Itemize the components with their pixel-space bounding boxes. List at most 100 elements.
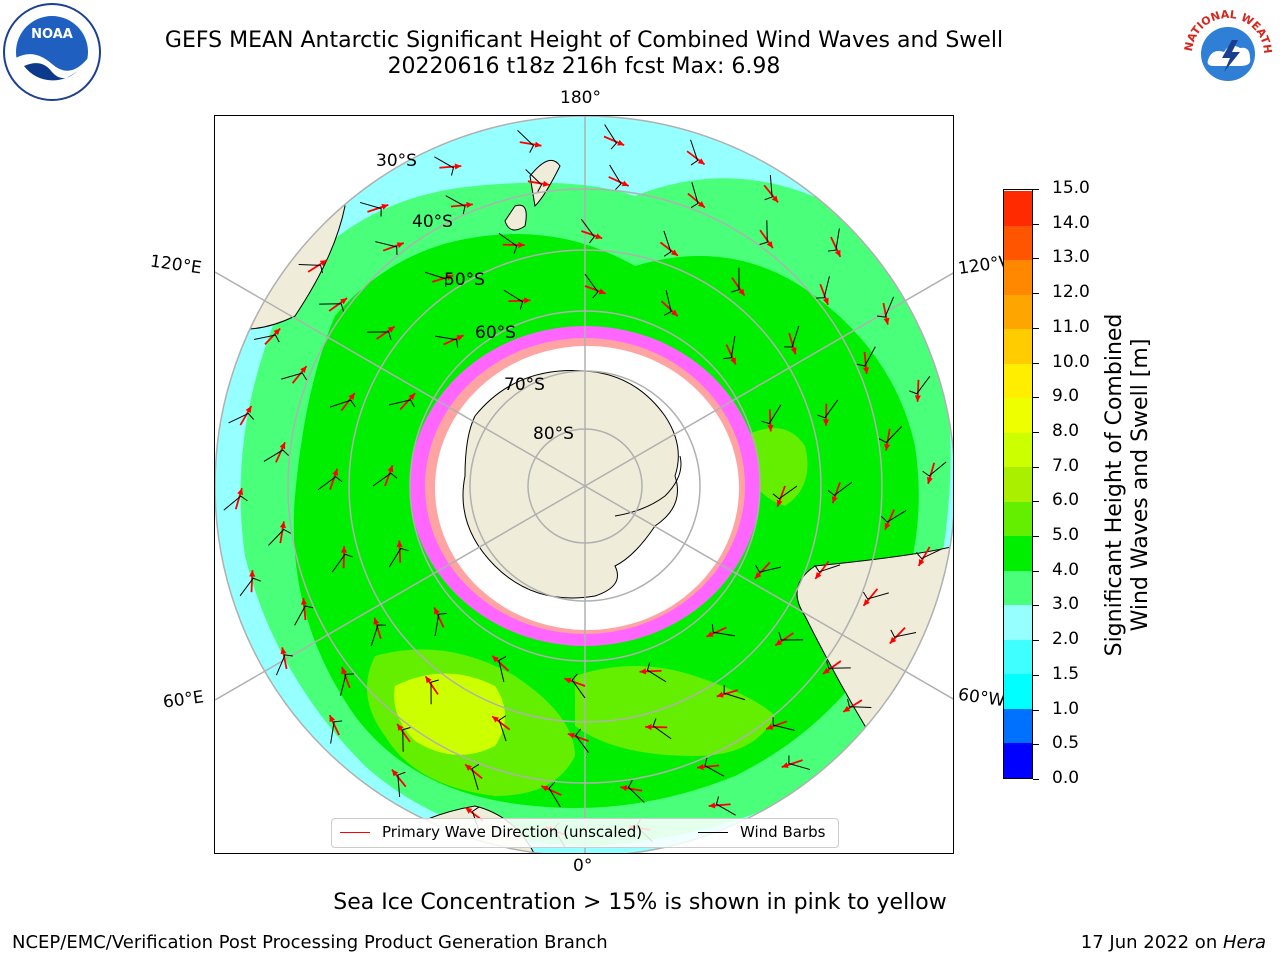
wave-direction-arrow	[491, 715, 511, 731]
colorbar-segment	[1004, 639, 1032, 675]
colorbar-tick	[1033, 709, 1039, 711]
colorbar-segment	[1004, 259, 1032, 295]
wind-barb	[711, 624, 735, 637]
wave-direction-arrow	[882, 302, 890, 325]
wind-barb	[890, 629, 917, 638]
wave-direction-arrow	[275, 441, 286, 463]
wave-direction-arrow	[914, 379, 921, 402]
wave-direction-arrow	[776, 485, 786, 507]
polar-map	[214, 115, 954, 854]
wave-direction-arrow	[373, 617, 382, 640]
wave-direction-arrow	[450, 201, 473, 208]
wave-direction-arrow	[659, 241, 679, 257]
wind-barb	[435, 335, 459, 348]
wind-barb	[268, 528, 292, 546]
wave-direction-arrow	[830, 236, 842, 258]
wind-barb	[604, 124, 618, 150]
wind-barb	[881, 510, 907, 523]
wind-barb	[856, 346, 876, 367]
colorbar-segment	[1004, 328, 1032, 364]
colorbar-title: Significant Height of Combined Wind Wave…	[1102, 314, 1154, 657]
wave-direction-arrow	[384, 465, 394, 487]
wind-barb	[498, 715, 507, 742]
wave-direction-arrow	[328, 297, 348, 312]
colorbar-tick-label: 1.5	[1052, 663, 1080, 684]
colorbar-segment	[1004, 673, 1032, 709]
new-zealand-landmass	[504, 159, 561, 231]
antarctica-landmass	[462, 370, 679, 599]
wind-barb	[424, 271, 447, 287]
colorbar-tick	[1033, 605, 1039, 607]
colorbar-tick-label: 11.0	[1052, 316, 1090, 337]
wind-barb	[330, 720, 343, 744]
wave-direction-arrow	[443, 334, 464, 346]
wind-barb	[281, 372, 307, 381]
wind-barb	[731, 267, 740, 293]
wave-direction-arrow	[686, 150, 706, 166]
wind-barb	[909, 375, 931, 395]
wind-barb	[827, 228, 840, 252]
wave-direction-arrow	[508, 297, 531, 304]
wave-direction-arrow	[249, 570, 256, 593]
wave-direction-arrow	[264, 327, 281, 345]
wind-barb	[663, 290, 672, 316]
wind-barb	[571, 673, 586, 699]
lon-label-180: 180°	[560, 88, 601, 108]
wind-barb	[239, 577, 261, 597]
wind-barb	[370, 624, 386, 647]
colorbar-segment	[1004, 535, 1032, 571]
wave-direction-arrow	[540, 785, 562, 796]
wave-direction-arrow	[763, 184, 779, 203]
wind-barb	[784, 325, 800, 348]
vector-overlay	[223, 124, 947, 848]
wave-direction-arrow	[926, 462, 936, 485]
wave-direction-arrow	[645, 723, 668, 731]
wind-barb	[329, 399, 356, 408]
wind-barb-legend-line	[698, 832, 728, 833]
wind-barb	[525, 169, 543, 193]
wind-barb	[755, 564, 781, 573]
wind-barb	[915, 548, 942, 560]
wave-direction-arrow	[620, 785, 643, 792]
wind-barb	[375, 241, 398, 255]
lat-label-50s: 50°S	[444, 270, 485, 290]
wave-direction-arrow	[382, 242, 405, 252]
wave-direction-arrow	[424, 675, 439, 695]
wind-barb	[223, 495, 248, 511]
wind-barb	[575, 728, 590, 754]
wave-direction-arrow	[889, 627, 906, 645]
wind-barb	[723, 336, 736, 360]
lat-label-40s: 40°S	[412, 212, 453, 232]
wave-direction-arrow	[329, 468, 339, 490]
wind-barb	[772, 717, 795, 731]
wave-direction-arrow	[340, 392, 356, 412]
lon-label-120e: 120°E	[148, 251, 203, 279]
colorbar-tick-label: 0.0	[1052, 768, 1080, 788]
wave-direction-arrow	[340, 546, 348, 569]
wave-direction-arrow	[291, 365, 308, 384]
wind-barb	[445, 195, 466, 215]
colorbar-tick	[1033, 189, 1039, 190]
colorbar-tick-label: 10.0	[1052, 351, 1090, 372]
colorbar-tick-label: 0.5	[1052, 733, 1080, 754]
wave-direction-arrow	[581, 230, 603, 240]
colorbar-tick	[1033, 258, 1039, 260]
noaa-logo: NOAA	[3, 3, 101, 101]
wave-direction-arrow	[491, 655, 510, 672]
wave-direction-arrow	[234, 487, 244, 510]
wave-direction-arrow	[781, 759, 803, 769]
colorbar-segment	[1004, 501, 1032, 537]
colorbar-tick	[1033, 536, 1039, 538]
wind-barb	[788, 755, 811, 771]
wave-direction-arrow	[819, 283, 829, 306]
colorbar-segment	[1004, 294, 1032, 330]
wave-direction-arrow	[239, 405, 253, 426]
wind-barb	[397, 771, 406, 797]
wind-barb	[704, 757, 725, 777]
wave-direction-arrow	[759, 229, 774, 249]
wave-direction-arrow	[862, 588, 879, 607]
noaa-logo-text: NOAA	[31, 27, 73, 42]
wind-barb	[228, 412, 255, 424]
wind-barb	[275, 654, 293, 676]
wave-direction-arrow	[396, 723, 411, 743]
